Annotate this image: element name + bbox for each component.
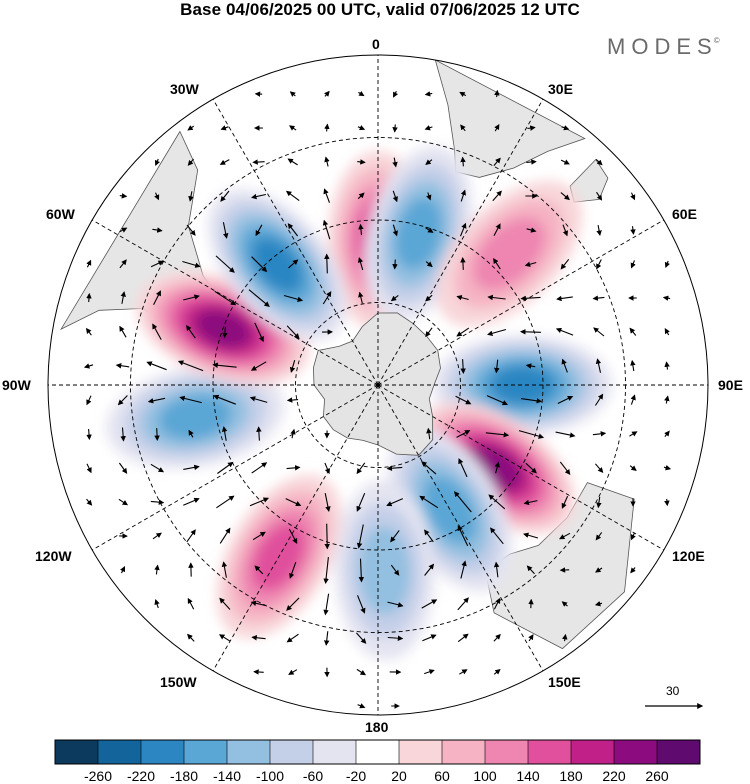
colorbar-swatch <box>399 740 442 764</box>
colorbar-tick-label: -140 <box>213 768 241 784</box>
colorbar-swatch <box>227 740 270 764</box>
lon-label-120w: 120W <box>35 548 72 564</box>
colorbar-tick-label: 100 <box>473 768 496 784</box>
lon-label-150e: 150E <box>548 674 581 690</box>
colorbar-swatch <box>442 740 485 764</box>
colorbar-swatch <box>313 740 356 764</box>
colorbar-tick-label: 140 <box>516 768 539 784</box>
lon-label-180: 180 <box>365 719 388 735</box>
wind-vector <box>327 255 328 274</box>
wind-vector <box>327 524 328 549</box>
colorbar-swatch <box>98 740 141 764</box>
lon-label-30e: 30E <box>548 81 573 97</box>
lon-label-90e: 90E <box>718 377 743 393</box>
colorbar-swatch <box>614 740 657 764</box>
colorbar-tick-label: -220 <box>127 768 155 784</box>
colorbar-tick-label: -20 <box>346 768 366 784</box>
lon-label-60w: 60W <box>46 206 75 222</box>
wind-vector <box>157 428 158 440</box>
wind-vector <box>667 499 668 505</box>
colorbar-swatch <box>356 740 399 764</box>
wind-vector <box>395 124 396 131</box>
colorbar-tick-label: 20 <box>391 768 407 784</box>
colorbar-swatch <box>141 740 184 764</box>
lon-label-0: 0 <box>372 36 380 52</box>
wind-vector <box>253 162 264 163</box>
colorbar-swatch <box>55 740 98 764</box>
lon-label-60e: 60E <box>672 206 697 222</box>
wind-vector <box>89 294 90 302</box>
colorbar-swatch <box>528 740 571 764</box>
wind-vector <box>463 258 464 270</box>
colorbar-swatch <box>571 740 614 764</box>
colorbar-tick-label: 260 <box>645 768 668 784</box>
colorbar-tick-label: -260 <box>84 768 112 784</box>
colorbar-swatch <box>184 740 227 764</box>
lon-label-150w: 150W <box>160 674 197 690</box>
wind-vector <box>395 260 396 269</box>
colorbar-swatch <box>485 740 528 764</box>
colorbar-tick-label: 180 <box>559 768 582 784</box>
reference-vector-label: 30 <box>666 684 679 698</box>
colorbar-tick-label: -180 <box>170 768 198 784</box>
wind-vector <box>254 672 263 673</box>
colorbar-swatch <box>657 740 700 764</box>
lon-label-90w: 90W <box>2 377 31 393</box>
colorbar-swatch <box>270 740 313 764</box>
colorbar <box>55 740 700 764</box>
lon-label-120e: 120E <box>672 548 705 564</box>
lon-label-30w: 30W <box>170 81 199 97</box>
colorbar-tick-label: -60 <box>303 768 323 784</box>
wind-vector <box>521 332 541 333</box>
colorbar-tick-label: -100 <box>256 768 284 784</box>
colorbar-tick-label: 60 <box>434 768 450 784</box>
colorbar-tick-label: 220 <box>602 768 625 784</box>
